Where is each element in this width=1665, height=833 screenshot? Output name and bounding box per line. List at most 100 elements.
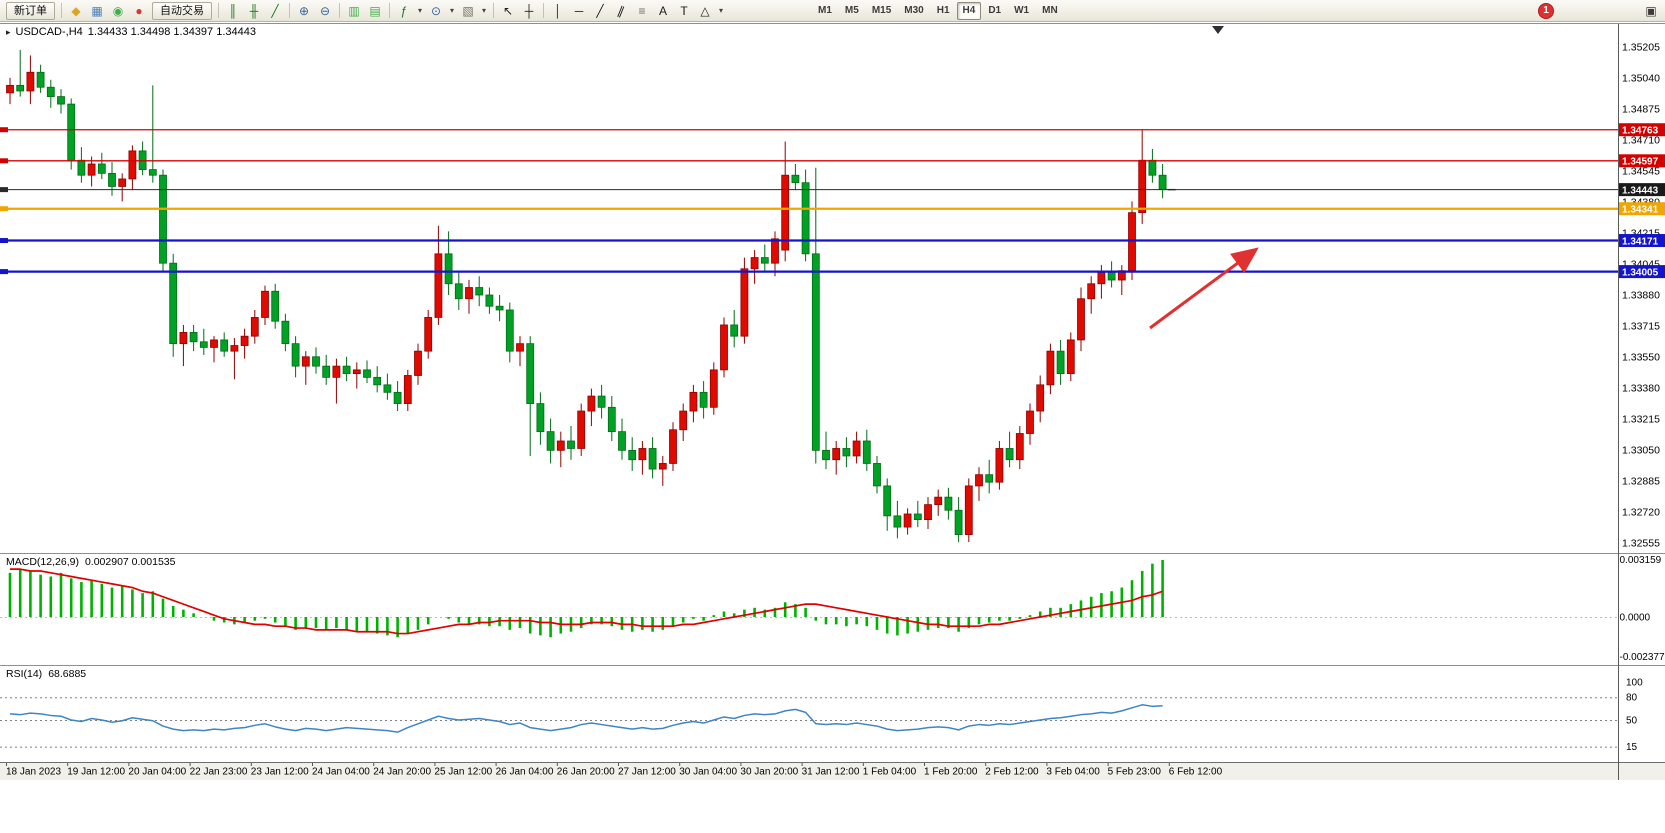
bull-candle — [210, 339, 218, 348]
chart-title: ▸ USDCAD-,H4 1.34433 1.34498 1.34397 1.3… — [6, 26, 256, 38]
vertical-line-icon[interactable]: │ — [554, 3, 562, 18]
bull-candle — [771, 238, 779, 264]
price-level-anchor[interactable] — [0, 238, 8, 244]
auto-trading-button[interactable]: 自动交易 — [152, 1, 212, 20]
bear-candle — [893, 515, 902, 528]
price-axis-label: 1.33550 — [1622, 352, 1660, 364]
auto-arrange-icon[interactable]: ▤ — [369, 3, 381, 18]
toolbar-separator — [389, 3, 390, 18]
shapes-icon[interactable]: △ — [700, 3, 710, 18]
bull-candle — [118, 178, 127, 187]
tile-windows-icon[interactable]: ▥ — [348, 3, 360, 18]
bear-candle — [913, 513, 922, 521]
price-level-anchor[interactable] — [0, 206, 8, 212]
price-level-tag-label: 1.34171 — [1622, 236, 1659, 247]
price-axis-label: 1.32885 — [1622, 476, 1660, 488]
bull-candle — [587, 395, 596, 412]
bull-candle — [1097, 272, 1106, 285]
notification-badge[interactable]: 1 — [1538, 2, 1554, 19]
bull-candle — [750, 257, 759, 270]
indicators-dropdown-arrow[interactable]: ▾ — [417, 6, 422, 15]
time-axis-label: 24 Jan 04:00 — [312, 767, 370, 778]
price-axis-label: 1.33215 — [1622, 414, 1660, 426]
trend-arrow-annotation[interactable] — [1149, 247, 1259, 330]
timeframe-d1[interactable]: D1 — [988, 4, 1002, 16]
line-chart-icon[interactable]: ╱ — [271, 3, 279, 18]
bear-candle — [628, 449, 637, 461]
chart-shift-marker[interactable] — [1212, 26, 1224, 34]
toolbar-separator — [339, 3, 340, 18]
periods-icon[interactable]: ⊙ — [430, 3, 442, 18]
alerts-icon[interactable]: ◆ — [71, 3, 81, 18]
toolbar-separator — [493, 3, 494, 18]
bear-candle — [312, 356, 320, 367]
trendline-icon[interactable]: ╱ — [596, 3, 604, 18]
candlestick-chart-icon[interactable]: ╫ — [249, 3, 259, 18]
time-axis-label: 3 Feb 04:00 — [1046, 767, 1100, 778]
bear-candle — [607, 406, 616, 433]
cursor-icon[interactable]: ↖ — [502, 3, 514, 18]
auto-trading-status-icon[interactable]: ● — [135, 3, 143, 18]
bear-candle — [77, 159, 86, 176]
bull-candle — [577, 410, 586, 449]
price-level-tag-label: 1.34341 — [1622, 205, 1659, 216]
new-order-button[interactable]: 新订单 — [6, 1, 55, 20]
bull-candle — [240, 335, 249, 346]
bull-candle — [1128, 212, 1136, 272]
bull-candle — [261, 290, 269, 318]
bear-candle — [1158, 174, 1167, 191]
price-level-anchor[interactable] — [0, 127, 8, 133]
templates-dropdown-arrow[interactable]: ▾ — [481, 6, 486, 15]
market-watch-icon[interactable]: ▦ — [91, 3, 103, 18]
timeframe-m1[interactable]: M1 — [818, 4, 832, 16]
timeframe-m5[interactable]: M5 — [844, 4, 859, 16]
shapes-dropdown-arrow[interactable]: ▾ — [718, 6, 723, 15]
text-label-icon[interactable]: T — [680, 3, 688, 18]
toolbar: 新订单 ◆ ▦ ◉ ● 自动交易 ║ ╫ ╱ ⊕ ⊖ ▥ ▤ ƒ ▾ ⊙ ▾ ▧ ▾ ↖ ┼ │ ─ ╱ ∥ ≡ A T △ ▾ M1 M5 M… — [0, 0, 1665, 22]
timeframe-m30[interactable]: M30 — [904, 4, 924, 16]
bull-candle — [424, 317, 433, 352]
bear-candle — [373, 376, 382, 386]
zoom-in-icon[interactable]: ⊕ — [298, 3, 310, 18]
channel-icon[interactable]: ∥ — [615, 2, 627, 19]
bear-candle — [985, 474, 994, 483]
navigator-icon[interactable]: ◉ — [112, 3, 124, 18]
bull-candle — [332, 365, 341, 378]
price-axis-label: 1.32720 — [1622, 507, 1660, 519]
toolbar-separator — [543, 3, 544, 18]
time-axis-label: 27 Jan 12:00 — [618, 767, 676, 778]
text-icon[interactable]: A — [658, 3, 667, 18]
bear-candle — [36, 71, 45, 88]
price-level-tag-label: 1.34597 — [1622, 157, 1659, 168]
window-panel-icon[interactable]: ▣ — [1645, 3, 1657, 18]
price-level-anchor[interactable] — [0, 187, 8, 193]
timeframe-h4[interactable]: H4 — [956, 1, 982, 20]
bar-chart-icon[interactable]: ║ — [228, 3, 238, 18]
bear-candle — [546, 431, 555, 451]
time-axis-label: 24 Jan 20:00 — [373, 767, 431, 778]
crosshair-icon[interactable]: ┼ — [524, 3, 534, 18]
price-level-anchor[interactable] — [0, 269, 8, 275]
timeframe-mn[interactable]: MN — [1042, 4, 1058, 16]
horizontal-line-icon[interactable]: ─ — [574, 3, 584, 18]
periods-dropdown-arrow[interactable]: ▾ — [449, 6, 454, 15]
bull-candle — [556, 440, 565, 451]
bear-candle — [291, 343, 300, 367]
bear-candle — [954, 509, 963, 535]
fibonacci-icon[interactable]: ≡ — [638, 3, 646, 18]
bull-candle — [465, 287, 473, 300]
timeframe-h1[interactable]: H1 — [936, 4, 950, 16]
timeframe-w1[interactable]: W1 — [1014, 4, 1030, 16]
templates-icon[interactable]: ▧ — [462, 3, 474, 18]
timeframe-m15[interactable]: M15 — [871, 4, 892, 16]
rsi-name: RSI(14) — [6, 668, 43, 680]
bear-candle — [862, 440, 871, 464]
one-click-trading-icon[interactable]: ▸ — [6, 26, 11, 37]
bull-candle — [516, 343, 524, 352]
price-level-anchor[interactable] — [0, 158, 8, 164]
time-axis[interactable] — [0, 763, 1665, 780]
bear-candle — [648, 448, 657, 470]
indicators-icon[interactable]: ƒ — [400, 3, 408, 18]
zoom-out-icon[interactable]: ⊖ — [319, 3, 331, 18]
